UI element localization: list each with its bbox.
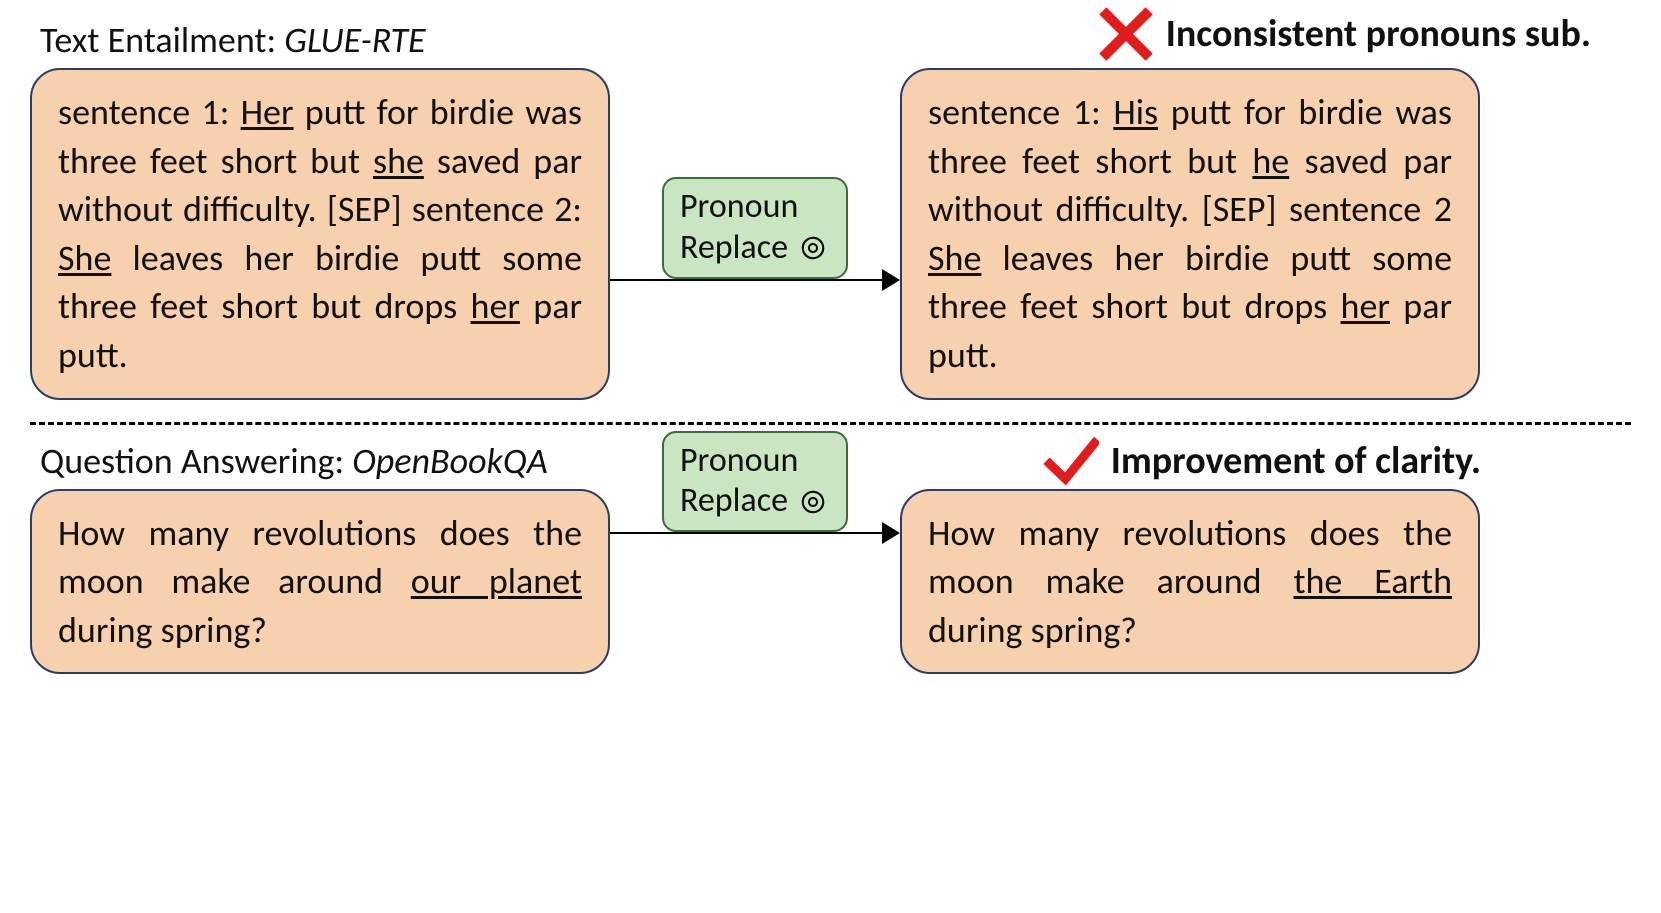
s1-label: sentence 1: [58, 90, 241, 134]
s1-label: sentence 1: [928, 90, 1113, 134]
pronoun: the Earth [1293, 559, 1452, 603]
result-label-bottom: Improvement of clarity. [1043, 433, 1481, 489]
pronoun: His [1113, 90, 1158, 134]
op-pronoun-replace-top: Pronoun Replace [662, 177, 848, 279]
pronoun: he [1252, 139, 1289, 183]
section-question-answering: Improvement of clarity. Question Answeri… [30, 439, 1631, 675]
middle-bottom: Pronoun Replace [610, 431, 900, 545]
result-label-top: Inconsistent pronouns sub. [1098, 6, 1591, 62]
pronoun: her [1341, 284, 1390, 328]
op-line1: Pronoun [680, 187, 798, 228]
row-top: sentence 1: Her putt for birdie was thre… [30, 68, 1631, 400]
openai-icon [796, 231, 830, 265]
dataset-label-bottom: OpenBookQA [352, 439, 547, 483]
check-icon [1043, 433, 1099, 489]
op-line1: Pronoun [680, 441, 798, 482]
row-bottom: How many revolutions does the moon make … [30, 489, 1631, 675]
card-top-right: sentence 1: His putt for birdie was thre… [900, 68, 1480, 400]
result-text-bottom: Improvement of clarity. [1111, 438, 1481, 484]
text-frag: during spring? [58, 608, 267, 652]
section-text-entailment: Inconsistent pronouns sub. Text Entailme… [30, 18, 1631, 400]
cross-icon [1098, 6, 1154, 62]
card-top-left: sentence 1: Her putt for birdie was thre… [30, 68, 610, 400]
op-line2: Replace [680, 228, 788, 269]
middle-top: Pronoun Replace [610, 177, 900, 291]
task-label-bottom: Question Answering: [40, 439, 352, 483]
task-label-top: Text Entailment: [40, 18, 284, 62]
card-bottom-left: How many revolutions does the moon make … [30, 489, 610, 675]
openai-icon [796, 485, 830, 519]
pronoun: she [373, 139, 424, 183]
op-pronoun-replace-bottom: Pronoun Replace [662, 431, 848, 533]
pronoun: She [58, 236, 111, 280]
section-divider [30, 422, 1631, 425]
card-bottom-right: How many revolutions does the moon make … [900, 489, 1480, 675]
pronoun: our planet [411, 559, 582, 603]
pronoun: Her [241, 90, 294, 134]
pronoun: her [471, 284, 520, 328]
result-text-top: Inconsistent pronouns sub. [1166, 11, 1591, 57]
pronoun: She [928, 236, 981, 280]
text-frag: during spring? [928, 608, 1137, 652]
op-line2: Replace [680, 481, 788, 522]
dataset-label-top: GLUE-RTE [284, 18, 425, 62]
